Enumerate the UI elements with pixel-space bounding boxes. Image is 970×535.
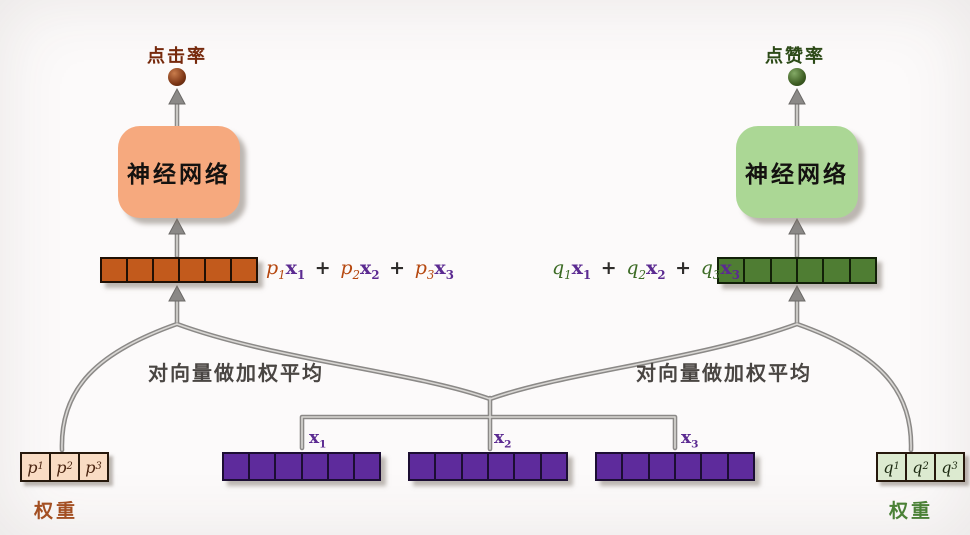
input-vector-label-x3: x3: [681, 428, 699, 451]
like-output-label: 点赞率: [765, 46, 825, 66]
vector-cell: [795, 257, 825, 284]
input-vector-symbol: x2: [360, 257, 380, 282]
plus-sign: +: [668, 257, 698, 279]
vector-cell: [486, 452, 516, 481]
right-weighted-sum-formula: q1x1 + q2x2 + q3x3: [552, 257, 740, 282]
vector-cell: [822, 257, 851, 284]
vector-cell: [513, 452, 542, 481]
left-weighted-average-note: 对向量做加权平均: [148, 363, 324, 385]
vector-cell: [204, 257, 232, 283]
input-vector-label-x2: x2: [494, 428, 512, 451]
vector-cell: [743, 257, 772, 284]
arrowhead-vector-to-box-left: [168, 217, 186, 235]
input-vector-symbol: x2: [646, 257, 666, 282]
vector-cell: [352, 452, 382, 481]
ctr-output-node: [168, 68, 186, 86]
weight-coefficient: q2: [626, 257, 647, 282]
vector-cell: [274, 452, 303, 481]
vector-cell: [673, 452, 703, 481]
left-weighted-sum-formula: p1x1 + p2x2 + p3x3: [266, 257, 454, 282]
right-weighted-average-note: 对向量做加权平均: [636, 363, 812, 385]
weight-coefficient: q1: [552, 257, 572, 282]
vector-cell: [230, 257, 258, 283]
left-weight-label: 权重: [34, 501, 79, 522]
arrowhead-weighted-sum-right: [788, 284, 806, 302]
vector-cell: [848, 257, 877, 284]
vector-cell: [460, 452, 489, 481]
vector-cell: [769, 257, 798, 284]
vector-cell: [539, 452, 568, 481]
input-vector-label-x1: x1: [309, 428, 327, 451]
plus-sign: +: [594, 257, 624, 279]
vector-cell: [178, 257, 206, 283]
weight-coefficient: q3: [700, 257, 721, 282]
plus-sign: +: [382, 257, 412, 279]
input-vector-symbol: x3: [434, 257, 454, 282]
vector-cell: [100, 257, 128, 283]
left-neural-network-box: 神经网络: [118, 126, 240, 218]
vector-cell: [248, 452, 277, 481]
input-vector-x3: [595, 452, 755, 481]
input-vector-x1: [222, 452, 382, 481]
arrowhead-box-to-output-left: [168, 87, 186, 105]
vector-cell: [621, 452, 650, 481]
left-weighted-vector: [100, 257, 258, 283]
ctr-output-label: 点击率: [147, 46, 207, 66]
vector-cell: [408, 452, 437, 481]
right-neural-network-box: 神经网络: [736, 126, 858, 218]
vector-cell: [726, 452, 755, 481]
input-vector-symbol: x1: [285, 257, 306, 282]
vector-cell: [647, 452, 676, 481]
vector-cell: [700, 452, 729, 481]
vector-cell: [300, 452, 329, 481]
right-weight-label: 权重: [889, 501, 934, 522]
plus-sign: +: [308, 257, 338, 279]
input-vector-symbol: x1: [571, 257, 592, 282]
like-output-node: [788, 68, 806, 86]
vector-cell: [326, 452, 355, 481]
weight-coefficient: p1: [266, 257, 286, 282]
input-vector-symbol: x3: [720, 257, 740, 282]
input-vector-x2: [408, 452, 568, 481]
weight-coefficient: p2: [340, 257, 361, 282]
weight-coefficient: p3: [414, 257, 435, 282]
vector-cell: [595, 452, 624, 481]
vector-cell: [222, 452, 251, 481]
vector-cell: [434, 452, 463, 481]
vector-cell: [152, 257, 180, 283]
arrowhead-box-to-output-right: [788, 87, 806, 105]
vector-cell: [126, 257, 154, 283]
arrowhead-vector-to-box-right: [788, 217, 806, 235]
right-weighted-vector: [717, 257, 877, 284]
arrowhead-weighted-sum-left: [168, 284, 186, 302]
